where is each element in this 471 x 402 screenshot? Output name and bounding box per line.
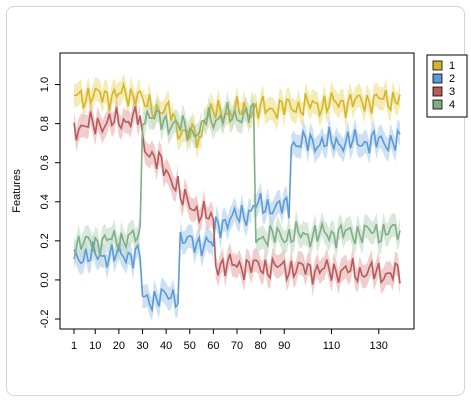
series-1-band-segment [203,78,400,134]
series-4-band-segment [74,215,141,271]
x-tick-label: 110 [323,340,341,352]
series-1-line-segment [73,81,141,111]
series-4-jump [252,102,257,243]
x-tick-label: 10 [89,340,101,352]
legend-label-1: 1 [449,60,455,72]
series-2-line-segment [214,204,252,239]
series-3-jump [212,219,217,266]
series-2-line-segment [290,126,401,154]
x-tick-label: 60 [207,340,219,352]
legend-swatch-2 [432,73,443,84]
legend-label-4: 4 [449,99,455,111]
series-2-line-segment [252,192,290,219]
series-4-line-segment [203,101,255,131]
series-1-jump [139,90,144,99]
series-4-jump [139,123,144,227]
x-tick-label: 1 [71,340,77,352]
y-axis-title: Features [11,169,23,213]
x-tick-label: 30 [136,340,148,352]
y-tick-label: 0.4 [39,194,51,209]
x-tick-label: 90 [278,340,290,352]
x-tick-label: 80 [254,340,266,352]
series-4-line-segment [142,109,203,141]
y-tick-label: 0.0 [39,272,51,287]
series-3-line-segment [214,253,401,285]
series-2-line-segment [179,231,215,257]
confidence-bands [74,72,400,322]
legend-swatch-3 [432,86,443,97]
series-3-line-segment [73,106,141,141]
series-1-jump [200,120,205,138]
x-tick-label: 70 [231,340,243,352]
series-3-band-segment [142,122,178,203]
x-tick-label: 50 [184,340,196,352]
series-2-band-segment [74,229,141,280]
series-3-line-segment [179,188,215,225]
series-4-jump [201,119,205,123]
series-2-jump [139,257,144,297]
x-tick-label: 130 [370,340,388,352]
y-tick-label: 0.2 [39,233,51,248]
series-1-line-segment [203,89,401,125]
y-tick-label: 1.0 [39,77,51,92]
series-2-line-segment [142,287,179,314]
series-2-band-segment [253,181,289,230]
series-2-jump [250,204,255,212]
series-3-line-segment [141,134,179,193]
series-2-line-segment [73,241,141,269]
legend-label-3: 3 [449,86,455,98]
series-2-jump [288,146,293,219]
y-tick-label: -0.2 [39,310,51,329]
legend-swatch-4 [432,99,443,110]
series-4-band-segment [255,209,400,260]
series-3-jump [177,175,182,199]
series-1-line-segment [141,94,174,121]
y-tick-label: 0.6 [39,155,51,170]
x-axis: 1 10 20 30 40 50 60 70 80 90 110 130 [71,328,388,352]
series-4-line-segment [255,220,401,249]
series-2-band-segment [215,193,252,250]
series-4-line-segment [73,226,141,260]
series-1-jump [172,112,177,120]
series-lines [73,81,401,314]
legend-label-2: 2 [449,73,455,85]
series-3-band-segment [215,242,400,297]
y-axis: -0.2 0.0 0.2 0.4 0.6 0.8 1.0 [39,77,61,329]
y-tick-label: 0.8 [39,116,51,131]
series-2-jump [177,231,182,305]
legend-swatch-1 [432,60,443,71]
x-tick-label: 20 [113,340,125,352]
x-tick-label: 40 [160,340,172,352]
